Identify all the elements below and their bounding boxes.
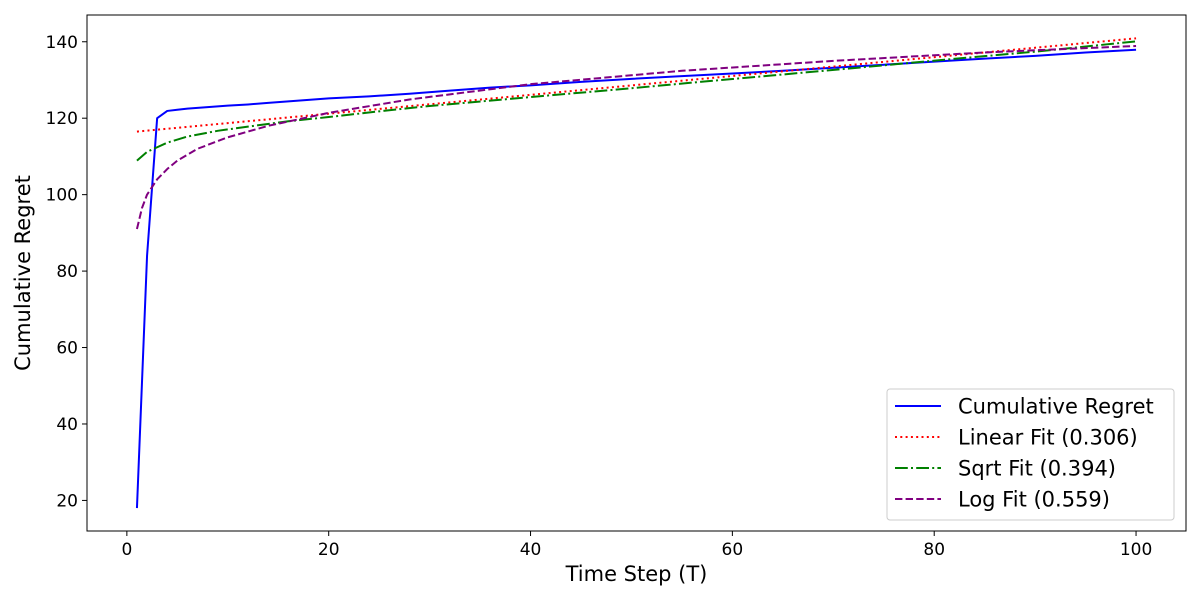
series-line-4 — [135, 44, 1137, 230]
legend-label-3: Sqrt Fit (0.394) — [958, 457, 1116, 481]
y-tick-label: 80 — [56, 262, 78, 282]
y-tick-label: 20 — [56, 491, 78, 511]
x-tick-label: 0 — [121, 540, 132, 560]
legend-label-2: Linear Fit (0.306) — [958, 426, 1138, 450]
y-tick-label: 100 — [46, 186, 78, 206]
x-tick-label: 80 — [923, 540, 945, 560]
series-layer — [135, 37, 1137, 509]
legend-label-1: Cumulative Regret — [958, 395, 1154, 419]
x-tick-label: 20 — [318, 540, 340, 560]
x-tick-label: 60 — [722, 540, 744, 560]
legend-label-4: Log Fit (0.559) — [958, 488, 1110, 512]
y-tick-label: 120 — [46, 109, 78, 129]
x-tick-label: 40 — [520, 540, 542, 560]
series-line-3 — [136, 40, 1137, 162]
y-tick-label: 40 — [56, 415, 78, 435]
y-axis-title: Cumulative Regret — [11, 175, 35, 371]
legend-box — [886, 388, 1175, 521]
legend: Cumulative Regret Linear Fit (0.306) Sqrt … — [886, 388, 1175, 521]
axis-layer: 0 20 40 60 80 100 20 40 60 80 100 120 140 — [46, 33, 1153, 560]
y-tick-label: 60 — [56, 339, 78, 359]
x-tick-label: 100 — [1120, 540, 1152, 560]
y-tick-label: 140 — [46, 33, 78, 53]
x-axis-title: Time Step (T) — [565, 562, 708, 586]
